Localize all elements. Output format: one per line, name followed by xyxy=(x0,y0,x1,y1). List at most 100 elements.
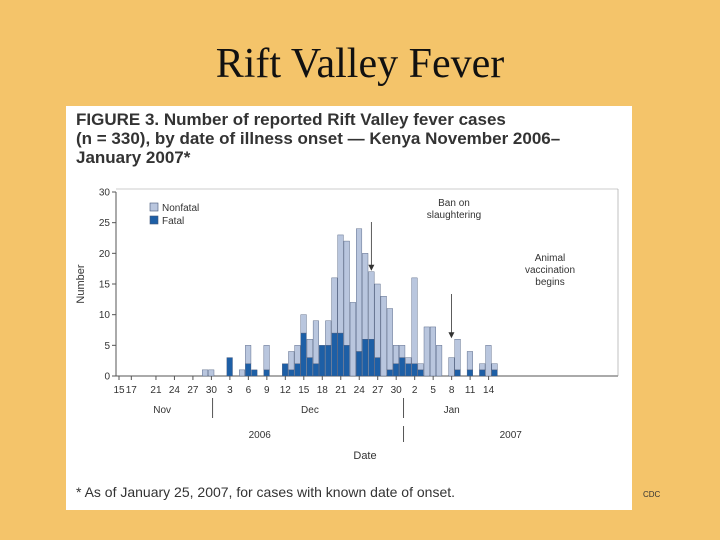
bar-fatal xyxy=(356,351,363,377)
bar-fatal xyxy=(226,357,233,377)
bar-fatal xyxy=(399,357,406,377)
bar-nonfatal xyxy=(356,228,363,352)
x-tick-label: 14 xyxy=(483,385,495,396)
bar-nonfatal xyxy=(300,314,307,334)
y-axis-title: Number xyxy=(75,264,87,303)
bar-nonfatal xyxy=(466,351,473,371)
bar-nonfatal xyxy=(238,369,245,377)
figure-footnote: * As of January 25, 2007, for cases with… xyxy=(76,484,456,500)
bar-fatal xyxy=(282,363,289,377)
x-tick-label: 8 xyxy=(449,385,455,396)
bar-fatal xyxy=(374,357,381,377)
bar-nonfatal xyxy=(393,345,400,364)
x-tick-label: 27 xyxy=(187,385,199,396)
caption-line: (n = 330), by date of illness onset — Ke… xyxy=(76,129,561,148)
bar-nonfatal xyxy=(436,345,443,377)
x-tick-label: 30 xyxy=(206,385,218,396)
month-label: Dec xyxy=(301,405,319,416)
bar-fatal xyxy=(251,369,258,377)
x-tick-label: 30 xyxy=(391,385,403,396)
x-tick-label: 3 xyxy=(227,385,233,396)
bar-nonfatal xyxy=(405,357,412,364)
month-label: Nov xyxy=(153,405,171,416)
x-tick-label: 9 xyxy=(264,385,270,396)
bar-fatal xyxy=(319,345,326,377)
bar-fatal xyxy=(337,332,344,377)
y-tick-label: 10 xyxy=(99,310,111,321)
bar-nonfatal xyxy=(448,357,455,377)
bar-nonfatal xyxy=(454,338,461,371)
caption-line: January 2007* xyxy=(76,148,191,167)
bar-fatal xyxy=(368,338,375,377)
bar-fatal xyxy=(386,369,393,377)
bar-fatal xyxy=(479,369,486,377)
x-tick-label: 18 xyxy=(317,385,329,396)
bar-nonfatal xyxy=(245,345,252,364)
bar-fatal xyxy=(466,369,473,377)
x-tick-label: 15 xyxy=(113,385,125,396)
annotation-vaccination-arrowhead xyxy=(448,332,455,339)
x-tick-label: 24 xyxy=(354,385,366,396)
bar-fatal xyxy=(300,332,307,377)
y-tick-label: 15 xyxy=(99,280,111,291)
annotation-vaccination-text: begins xyxy=(535,277,564,288)
bar-fatal xyxy=(312,363,319,377)
bar-nonfatal xyxy=(423,326,430,377)
bar-fatal xyxy=(454,369,461,377)
caption-line: FIGURE 3. Number of reported Rift Valley… xyxy=(76,110,506,129)
bar-fatal xyxy=(343,345,350,377)
annotation-ban-text: slaughtering xyxy=(427,210,481,221)
bar-nonfatal xyxy=(312,320,319,364)
bar-fatal xyxy=(325,345,332,377)
x-tick-label: 17 xyxy=(126,385,138,396)
bar-fatal xyxy=(362,338,369,377)
bar-nonfatal xyxy=(208,369,215,377)
bar-fatal xyxy=(294,363,301,377)
y-tick-label: 0 xyxy=(104,372,110,383)
bar-nonfatal xyxy=(306,338,313,358)
bar-nonfatal xyxy=(331,277,338,334)
x-tick-label: 11 xyxy=(465,385,476,396)
bar-nonfatal xyxy=(485,345,492,377)
y-tick-label: 30 xyxy=(99,188,111,199)
x-tick-label: 27 xyxy=(372,385,384,396)
bar-nonfatal xyxy=(479,363,486,371)
bar-nonfatal xyxy=(343,240,350,346)
bar-nonfatal xyxy=(491,363,498,371)
annotation-vaccination-text: vaccination xyxy=(525,265,575,276)
bar-fatal xyxy=(288,369,295,377)
figure-caption: FIGURE 3. Number of reported Rift Valley… xyxy=(76,110,626,167)
legend-swatch-fatal xyxy=(149,215,159,225)
y-tick-label: 25 xyxy=(99,218,111,229)
x-tick-label: 6 xyxy=(246,385,252,396)
bar-fatal xyxy=(417,369,424,377)
y-tick-label: 20 xyxy=(99,249,111,260)
annotation-vaccination-text: Animal xyxy=(535,253,566,264)
legend-swatch-nonfatal xyxy=(149,202,159,212)
bar-nonfatal xyxy=(288,351,295,371)
bar-fatal xyxy=(306,357,313,377)
legend-label-fatal: Fatal xyxy=(162,216,184,227)
figure-panel: FIGURE 3. Number of reported Rift Valley… xyxy=(66,106,632,510)
bar-fatal xyxy=(331,332,338,377)
bar-nonfatal xyxy=(386,308,393,371)
x-tick-label: 12 xyxy=(280,385,292,396)
annotation-ban-arrowhead xyxy=(368,264,375,271)
x-tick-label: 24 xyxy=(169,385,181,396)
bar-nonfatal xyxy=(429,326,436,377)
y-tick-label: 5 xyxy=(104,341,110,352)
year-label: 2007 xyxy=(500,430,523,441)
bar-fatal xyxy=(405,363,412,377)
bar-nonfatal xyxy=(411,277,418,364)
x-axis-title: Date xyxy=(353,450,376,462)
bar-fatal xyxy=(263,369,270,377)
bar-fatal xyxy=(411,363,418,377)
bar-nonfatal xyxy=(325,320,332,346)
bar-nonfatal xyxy=(380,296,387,377)
x-tick-label: 5 xyxy=(430,385,436,396)
bar-nonfatal xyxy=(294,345,301,364)
bar-nonfatal xyxy=(362,253,369,340)
bar-fatal xyxy=(393,363,400,377)
bar-nonfatal xyxy=(202,369,209,377)
